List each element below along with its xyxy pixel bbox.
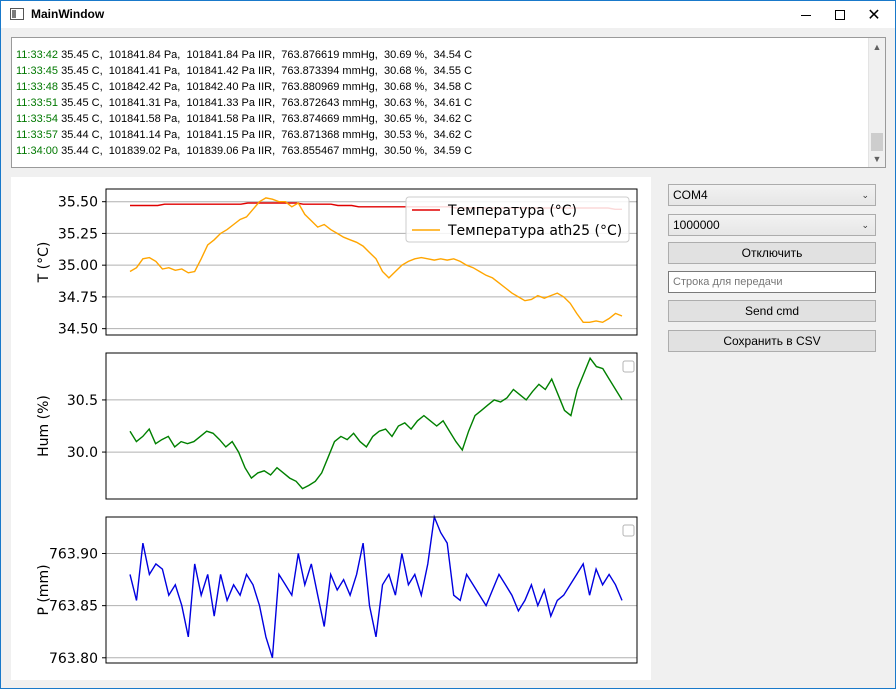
maximize-icon [835,9,845,20]
humidity-chart-svg: 30.5 30.0 Hum (%) [36,352,638,500]
log-scrollbar[interactable]: ▲ ▼ [868,38,885,167]
scroll-thumb[interactable] [871,133,883,151]
log-text: 35.44 C, 101841.14 Pa, 101841.15 Pa IIR,… [58,129,473,141]
temperature-chart-svg: 35.50 35.25 35.00 34.75 34.50 T (°C) Температу… [36,188,638,338]
plot-checkbox[interactable] [622,524,635,537]
log-line: 11:33:42 35.45 C, 101841.84 Pa, 101841.8… [16,48,866,64]
log-time: 11:34:00 [16,145,59,157]
baud-select-value: 1000000 [673,218,720,232]
log-line: 11:33:57 35.44 C, 101841.14 Pa, 101841.1… [16,128,866,144]
maximize-button[interactable] [817,1,863,28]
legend-label: Температура ath25 (°C) [447,223,622,239]
log-text: 35.45 C, 101841.58 Pa, 101841.58 Pa IIR,… [58,113,473,125]
plot-frame [105,188,638,336]
pressure-chart-svg: 763.90 763.85 763.80 P (mm) [36,514,638,667]
series-line-0 [129,356,623,490]
log-line: 11:33:51 35.45 C, 101841.31 Pa, 101841.3… [16,96,866,112]
log-line: 11:33:45 35.45 C, 101841.41 Pa, 101841.4… [16,64,866,80]
send-cmd-button[interactable]: Send cmd [668,300,876,322]
y-axis-label: Hum (%) [36,395,52,457]
log-time: 11:33:48 [16,81,59,93]
log-text: 35.44 C, 101839.02 Pa, 101839.06 Pa IIR,… [58,145,473,157]
scroll-up-arrow-icon[interactable]: ▲ [872,41,882,52]
y-tick-label: 35.50 [58,195,98,211]
y-tick-label: 34.50 [58,322,98,338]
log-time: 11:33:42 [16,49,59,61]
series-line-0 [129,514,623,659]
minimize-icon [801,15,811,16]
y-axis-label: P (mm) [36,564,52,615]
send-string-input[interactable] [668,271,876,293]
y-tick-label: 30.5 [67,393,98,409]
log-time: 11:33:54 [16,113,59,125]
log-line: 11:33:54 35.45 C, 101841.58 Pa, 101841.5… [16,112,866,128]
chevron-down-icon: ⌄ [861,190,869,200]
plot-area [11,177,651,680]
legend-label: Температура (°C) [447,203,577,219]
y-tick-label: 763.90 [49,547,98,563]
chevron-down-icon: ⌄ [861,220,869,230]
y-tick-label: 35.25 [58,226,98,242]
save-csv-button[interactable]: Сохранить в CSV [668,330,876,352]
close-button[interactable]: ✕ [851,1,896,28]
y-tick-label: 34.75 [58,290,98,306]
y-axis-label: T (°C) [36,242,52,284]
log-time: 11:33:51 [16,97,59,109]
legend-box [405,196,630,243]
serial-log[interactable]: 11:33:42 35.45 C, 101841.84 Pa, 101841.8… [11,37,886,168]
temperature-chart: 35.50 35.25 35.00 34.75 34.50 T (°C) Температу… [11,177,651,347]
scroll-down-arrow-icon[interactable]: ▼ [872,153,882,164]
y-tick-label: 763.80 [49,651,98,667]
app-window-icon [10,8,24,20]
y-tick-label: 35.00 [58,258,98,274]
log-text: 35.45 C, 101842.42 Pa, 101842.40 Pa IIR,… [58,81,473,93]
plot-checkbox[interactable] [622,360,635,373]
minimize-button[interactable] [783,1,829,28]
port-select[interactable]: COM4 ⌄ [668,184,876,206]
log-line-partial [16,38,866,48]
y-tick-label: 30.0 [67,445,98,461]
log-line: 11:34:00 35.44 C, 101839.02 Pa, 101839.0… [16,144,866,160]
port-select-value: COM4 [673,188,708,202]
log-line: 11:33:48 35.45 C, 101842.42 Pa, 101842.4… [16,80,866,96]
title-bar: MainWindow ✕ [1,1,895,28]
baud-select[interactable]: 1000000 ⌄ [668,214,876,236]
pressure-chart: 763.90 763.85 763.80 P (mm) [11,507,651,682]
y-tick-label: 763.85 [49,599,98,615]
log-text: 35.45 C, 101841.41 Pa, 101841.42 Pa IIR,… [58,65,473,77]
close-icon: ✕ [867,4,881,24]
plot-frame [105,516,638,664]
log-text: 35.45 C, 101841.84 Pa, 101841.84 Pa IIR,… [58,49,473,61]
disconnect-button[interactable]: Отключить [668,242,876,264]
plot-frame [105,352,638,500]
humidity-chart: 30.5 30.0 Hum (%) [11,342,651,512]
series-line-1 [129,197,623,324]
log-time: 11:33:45 [16,65,59,77]
log-time: 11:33:57 [16,129,59,141]
log-lines: 11:33:42 35.45 C, 101841.84 Pa, 101841.8… [16,38,866,160]
window-title: MainWindow [31,7,105,21]
log-text: 35.45 C, 101841.31 Pa, 101841.33 Pa IIR,… [58,97,473,109]
